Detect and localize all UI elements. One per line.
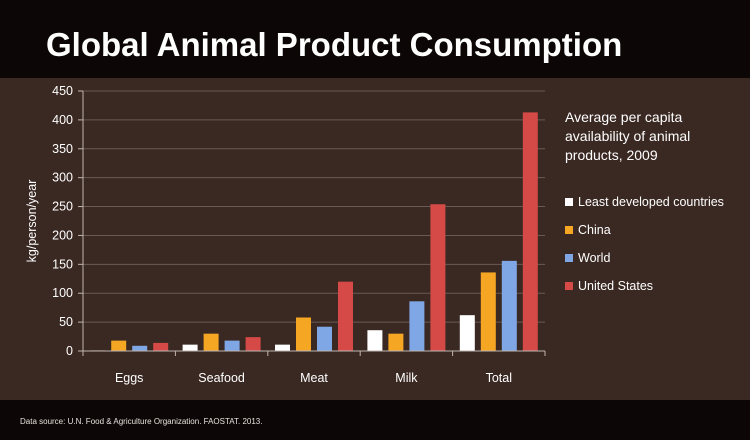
footer-bar	[0, 400, 750, 440]
y-tick-label: 200	[52, 228, 73, 242]
y-tick-label: 250	[52, 200, 73, 214]
bar-china	[203, 333, 219, 351]
y-axis-label: kg/person/year	[25, 180, 39, 263]
y-tick-label: 50	[59, 315, 73, 329]
legend-item: United States	[565, 272, 724, 300]
legend-label: Least developed countries	[578, 195, 724, 209]
legend-item: Least developed countries	[565, 188, 724, 216]
bar-china	[388, 333, 404, 351]
legend-swatch	[565, 254, 573, 262]
bar-world	[409, 301, 425, 351]
y-tick-label: 300	[52, 171, 73, 185]
x-tick-label: Milk	[395, 371, 418, 385]
legend-item: World	[565, 244, 724, 272]
bar-world	[501, 260, 517, 351]
x-tick-label: Total	[486, 371, 512, 385]
bar-world	[317, 326, 332, 351]
y-tick-label: 150	[52, 257, 73, 271]
x-tick-label: Seafood	[198, 371, 245, 385]
bar-world	[132, 345, 148, 351]
legend-label: United States	[578, 279, 654, 293]
y-tick-label: 450	[52, 84, 73, 98]
bar-united-states	[245, 337, 261, 351]
legend-item: China	[565, 216, 724, 244]
y-tick-label: 350	[52, 142, 73, 156]
legend-swatch	[565, 226, 573, 234]
bar-least-developed-countries	[275, 344, 290, 351]
legend-label: China	[578, 223, 611, 237]
bar-china	[296, 317, 311, 351]
x-tick-label: Eggs	[115, 371, 144, 385]
bar-united-states	[430, 204, 446, 351]
bar-least-developed-countries	[182, 344, 198, 351]
page-title: Global Animal Product Consumption	[46, 26, 623, 63]
legend-swatch	[565, 282, 573, 290]
title-bar	[0, 0, 750, 78]
data-source-note: Data source: U.N. Food & Agriculture Org…	[20, 417, 263, 426]
legend-label: World	[578, 251, 611, 265]
bar-china	[480, 272, 496, 351]
bar-china	[111, 340, 127, 351]
bar-united-states	[338, 281, 353, 351]
y-tick-label: 100	[52, 286, 73, 300]
y-tick-label: 0	[66, 344, 73, 358]
legend-swatch	[565, 198, 573, 206]
bar-world	[224, 340, 240, 351]
legend-title: Average per capita availability of anima…	[565, 109, 691, 163]
bar-least-developed-countries	[459, 315, 475, 351]
x-tick-label: Meat	[300, 371, 328, 385]
legend: Least developed countries China World Unite…	[565, 188, 724, 300]
bar-united-states	[522, 112, 538, 351]
bar-united-states	[153, 342, 169, 351]
bar-least-developed-countries	[367, 330, 383, 351]
y-tick-label: 400	[52, 113, 73, 127]
